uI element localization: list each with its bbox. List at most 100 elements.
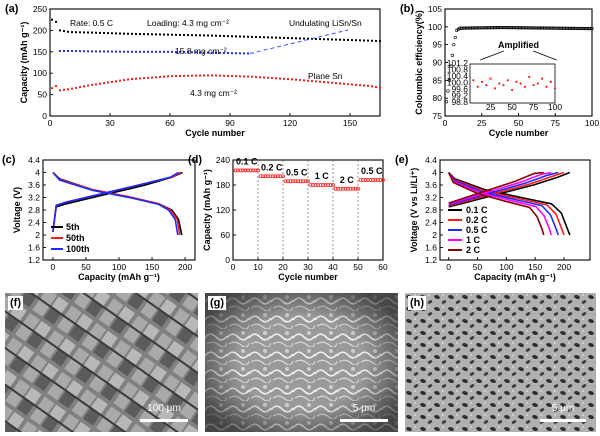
- data-point-a-s1: [199, 51, 201, 54]
- data-point-a-s0: [231, 35, 233, 38]
- x-tick-label: 10: [253, 262, 263, 272]
- data-point-b: [472, 26, 477, 30]
- data-point-b: [571, 26, 575, 30]
- x-axis-label: Capacity (mAh g⁻¹): [78, 272, 160, 282]
- data-point-d: [246, 168, 250, 173]
- data-point-a-s0: [235, 35, 237, 38]
- data-point-b: [563, 26, 568, 30]
- inset-y-tick-label: 100.0: [447, 78, 469, 88]
- data-point-a-s0: [75, 31, 77, 34]
- data-point-a-s1: [115, 50, 117, 53]
- data-point-a-s0: [163, 33, 165, 36]
- inset-y-tick-label: 99.2: [451, 91, 468, 101]
- inset-point: [545, 85, 548, 88]
- data-point-b: [515, 26, 519, 30]
- data-point-b: [447, 78, 452, 82]
- y-tick-label: 3.2: [425, 193, 437, 203]
- data-point-a-s0: [319, 38, 321, 41]
- data-point-b: [512, 26, 516, 30]
- x-tick-label: 0: [231, 262, 236, 272]
- data-point-a-s0: [259, 36, 261, 39]
- data-point-a-s0: [119, 32, 121, 35]
- data-point-d: [356, 186, 360, 191]
- y-tick-label: 2.8: [28, 205, 40, 215]
- data-point-b: [550, 26, 554, 30]
- data-point-d: [353, 186, 358, 191]
- annotation-loading-top: Loading: 4.3 mg cm⁻²: [147, 18, 229, 28]
- data-point-a-s2: [267, 76, 269, 79]
- data-point-b: [509, 26, 513, 30]
- data-point-a-s0: [111, 32, 113, 35]
- panel-e: 0 50 100 150 200 1.2 1.6 2 2.4 2.8 3.2 3.6 4 4.4 Capac…: [395, 154, 591, 282]
- data-point-d: [341, 186, 345, 191]
- y-tick-label: 2.8: [425, 205, 437, 215]
- x-tick-label: 50: [514, 118, 524, 128]
- rate-label: 0.1 C: [236, 156, 258, 166]
- data-point-a-s1: [123, 50, 125, 53]
- data-point-b: [556, 26, 560, 30]
- scale-bar-h: [540, 419, 586, 422]
- data-point-a-s1: [79, 50, 81, 53]
- inset-point: [528, 75, 531, 79]
- y-axis-label: Voltage (V vs Li/Li⁺): [409, 168, 419, 253]
- arrow-right: [533, 50, 557, 61]
- x-tick-label: 200: [557, 262, 571, 272]
- data-point-b: [574, 26, 578, 31]
- y-tick-label: 100: [33, 68, 47, 78]
- data-point-a-s1: [107, 50, 109, 53]
- discharge-curve-2 C: [447, 172, 545, 236]
- data-point-d: [273, 174, 278, 179]
- data-point-a-s0: [147, 33, 149, 36]
- data-point-d: [346, 186, 350, 191]
- arrow-left: [480, 50, 504, 61]
- x-tick-label: 0: [446, 262, 451, 272]
- data-point-a-s1: [203, 51, 205, 54]
- y-axis-label: Capacity (mAh g⁻¹): [19, 22, 29, 104]
- data-point-a-s0: [187, 34, 189, 37]
- data-point-a-s0: [367, 39, 369, 42]
- data-point-b: [590, 27, 594, 31]
- data-point-a-s2: [371, 85, 373, 88]
- x-tick-label: 100: [585, 118, 599, 128]
- data-point-b: [522, 26, 526, 30]
- data-point-d: [348, 186, 353, 191]
- data-point-a-s2: [351, 83, 353, 86]
- y-tick-label: 200: [33, 25, 47, 35]
- data-point-d: [293, 179, 298, 184]
- data-point-a-s2: [59, 89, 61, 92]
- x-tick-label: 50: [81, 262, 91, 272]
- data-point-a-s1: [247, 52, 249, 55]
- data-point-a-s0: [139, 33, 141, 36]
- y-tick-label: 2: [35, 230, 40, 240]
- data-point-a-s2: [359, 84, 361, 87]
- data-point-a-s0: [171, 33, 173, 36]
- scale-bar-g: [340, 419, 388, 422]
- data-point-a-s1: [183, 51, 185, 54]
- data-point-a-s2: [331, 81, 333, 84]
- data-point-a-s2: [107, 81, 109, 84]
- data-point-b: [450, 53, 454, 57]
- data-point-a-s1: [59, 49, 61, 52]
- y-tick-label: 3.2: [28, 193, 40, 203]
- data-point-a-s1: [191, 51, 193, 54]
- data-point-b: [503, 25, 507, 30]
- data-point-a-s0: [199, 34, 201, 37]
- data-point-a-s1: [215, 51, 217, 54]
- data-point-b: [493, 26, 497, 30]
- data-point-a-s2: [167, 75, 169, 78]
- legend-label: 2 C: [466, 245, 481, 255]
- data-point-a-s2: [103, 82, 105, 85]
- data-point-b: [575, 26, 579, 31]
- data-point-a-s0: [307, 37, 309, 40]
- rate-label: 0.2 C: [261, 162, 283, 172]
- data-point-d: [298, 179, 303, 184]
- charge-curve-1 C: [448, 171, 552, 205]
- data-point-a-s0: [287, 37, 289, 40]
- inset-point: [510, 88, 514, 92]
- data-point-a-s2: [271, 77, 273, 80]
- data-point-a-s0: [291, 37, 293, 40]
- discharge-curve-1 C: [448, 172, 553, 236]
- inset-frame: [469, 63, 556, 104]
- data-point-d: [311, 183, 315, 187]
- data-point-b: [541, 26, 546, 30]
